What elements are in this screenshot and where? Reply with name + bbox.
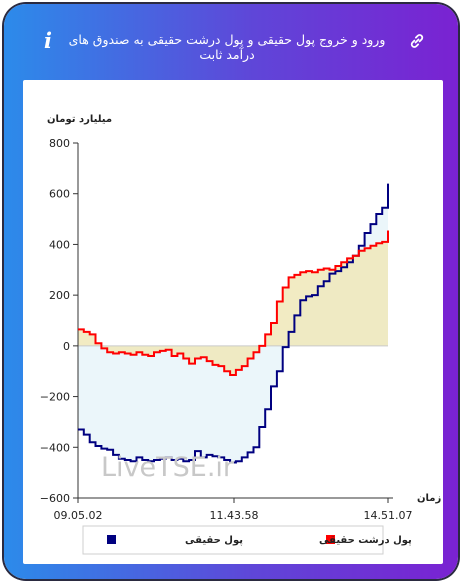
legend: پول درشت حقیقی پول حقیقی [82,525,412,555]
y-axis-label: میلیارد تومان [47,114,112,125]
x-tick-label: 11.43.58 [210,509,259,522]
x-axis-label: زمان [417,493,441,504]
y-tick-label: 800 [49,137,70,150]
chart-title: ورود و خروج پول حقیقی و پول درشت حقیقی ب… [68,32,386,62]
series-line-0 [78,183,389,464]
legend-swatch-blue [107,535,116,544]
x-axis: 09.05.02 11.43.58 14.51.07 [54,497,413,522]
chart-card: i ورود و خروج پول حقیقی و پول درشت حقیقی… [4,4,458,579]
chart-svg: 800 600 400 200 0 −200 −400 −600 09.05.02 11.43.… [40,114,441,555]
y-tick-label: −600 [40,492,70,505]
y-tick-label: 200 [49,289,70,302]
legend-item-red[interactable]: پول درشت حقیقی [319,535,412,546]
x-tick-label: 14.51.07 [364,509,413,522]
link-icon[interactable] [408,32,426,50]
series-line-1 [78,230,389,376]
watermark: LiveTSE.ir [101,452,235,483]
legend-swatch-red [326,535,335,544]
area-fill-series-1 [78,230,388,375]
legend-item-blue[interactable]: پول حقیقی [185,535,243,546]
x-tick-label: 09.05.02 [54,509,103,522]
y-tick-label: 400 [49,238,70,251]
info-icon[interactable]: i [44,28,52,53]
y-tick-label: −400 [40,441,70,454]
area-fill-series-0 [78,183,388,463]
chart-panel: 800 600 400 200 0 −200 −400 −600 09.05.02 11.43.… [23,80,443,564]
y-axis: 800 600 400 200 0 −200 −400 −600 [40,137,79,505]
area-fills [78,183,388,463]
y-tick-label: −200 [40,391,70,404]
card-header: i ورود و خروج پول حقیقی و پول درشت حقیقی… [4,4,458,76]
series-lines [78,183,389,464]
y-tick-label: 0 [63,340,70,353]
y-tick-label: 600 [49,188,70,201]
